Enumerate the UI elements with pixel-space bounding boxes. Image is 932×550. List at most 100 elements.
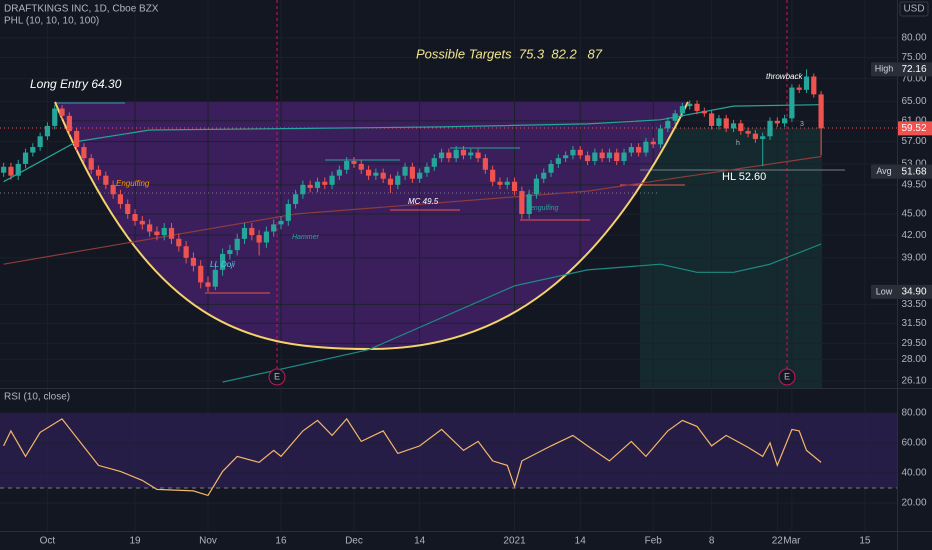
doji-label: LL Doji [210, 260, 235, 269]
candle-body [300, 184, 306, 195]
candle-body [446, 152, 452, 159]
badge-name-box [871, 164, 897, 179]
candle-body [52, 108, 58, 126]
y-tick-label: 42.00 [901, 230, 926, 241]
y-tick-label: 26.10 [901, 376, 926, 387]
indicator-line [3, 155, 822, 265]
candle-body [373, 172, 379, 176]
rsi-tick-label: 20.00 [901, 498, 926, 509]
candle-body [709, 113, 715, 126]
candle-body [351, 161, 357, 164]
candle-body [672, 113, 678, 121]
candle-body [584, 155, 591, 162]
candle-body [482, 158, 488, 170]
candle-body [154, 231, 160, 236]
price-badge [898, 62, 932, 77]
candle-body [417, 172, 423, 179]
rsi-tick-label: 40.00 [901, 468, 926, 479]
candle-body [570, 149, 576, 156]
candle-body [139, 220, 145, 225]
candle-body [745, 131, 751, 134]
candle-body [212, 269, 218, 287]
candle-body [365, 169, 372, 176]
candle-body [592, 152, 598, 162]
y-tick-label: 57.00 [901, 136, 926, 147]
badge-name-box [871, 284, 897, 299]
y-tick-label: 33.50 [901, 299, 926, 310]
candle-body [577, 149, 583, 156]
candle-body [438, 152, 445, 159]
levels [0, 0, 897, 370]
badge-name: Avg [876, 166, 891, 176]
candle-body [504, 181, 510, 185]
candle-body [402, 166, 408, 176]
candle-body [475, 152, 481, 159]
rsi-title: RSI (10, close) [4, 392, 70, 403]
x-tick-label: Mar [783, 536, 801, 547]
candle-body [227, 250, 233, 254]
candle-body [555, 158, 561, 164]
candle-body [490, 169, 496, 182]
candle-body [468, 152, 474, 156]
x-tick-label: 14 [414, 536, 426, 547]
candle-body [278, 220, 284, 225]
candle-body [687, 103, 693, 107]
candle-body [307, 184, 313, 188]
x-tick-label: 8 [709, 536, 715, 547]
candle-body [329, 175, 335, 185]
symbol: DRAFTKINGS INC, 1D, Cboe BZX [4, 4, 159, 15]
x-tick-label: Feb [645, 536, 663, 547]
candle-body [95, 169, 102, 176]
price-badge [898, 164, 932, 179]
badge-name-box [871, 62, 897, 77]
candle-body [15, 163, 21, 176]
candle-body [563, 155, 569, 159]
throwback: throwback [766, 72, 803, 81]
candle-body [344, 161, 350, 170]
candle-body [424, 166, 430, 173]
candle-body [789, 87, 795, 119]
candle-body [249, 227, 255, 236]
candle-body [701, 110, 707, 114]
targets: Possible Targets 75.3 82.2 87 [416, 46, 603, 61]
x-tick-label: 22 [772, 536, 784, 547]
earnings-text: E [274, 371, 280, 381]
price-badge [898, 121, 932, 136]
candle-body [117, 194, 124, 204]
candle-body [723, 118, 729, 129]
candle-body [431, 158, 437, 167]
candle-body [147, 224, 153, 232]
candle-body [811, 76, 817, 95]
candle-body [511, 181, 518, 192]
candle-body [66, 115, 72, 132]
badge-name: High [875, 64, 894, 74]
earnings-marker[interactable] [268, 368, 286, 386]
badge-name: Low [876, 286, 893, 296]
x-tick-label: 14 [575, 536, 587, 547]
x-tick-label: Oct [40, 536, 56, 547]
candle-body [460, 149, 467, 156]
x-tick-label: 15 [859, 536, 871, 547]
candle-body [650, 141, 656, 145]
y-tick-label: 65.00 [901, 96, 926, 107]
candle-body [37, 136, 43, 148]
candle-body [526, 194, 532, 215]
candle-body [519, 191, 525, 215]
y-tick-label: 29.50 [901, 338, 926, 349]
candle-body [716, 118, 722, 126]
candle-body [190, 257, 197, 266]
candle-body [168, 227, 175, 239]
price-badge-label: 72.16 [901, 64, 926, 75]
x-tick-label: 2021 [503, 536, 526, 547]
candle-body [22, 152, 29, 164]
earnings-marker[interactable] [778, 368, 796, 386]
x-tick-label: 16 [275, 536, 287, 547]
engulfing-label: Engulfing [116, 179, 150, 188]
candle-body [198, 265, 204, 283]
candle-body [132, 214, 138, 221]
candle-body [1, 166, 7, 173]
y-tick-label: 31.50 [901, 318, 926, 329]
candle-body [88, 158, 94, 170]
candle-body [110, 184, 116, 195]
